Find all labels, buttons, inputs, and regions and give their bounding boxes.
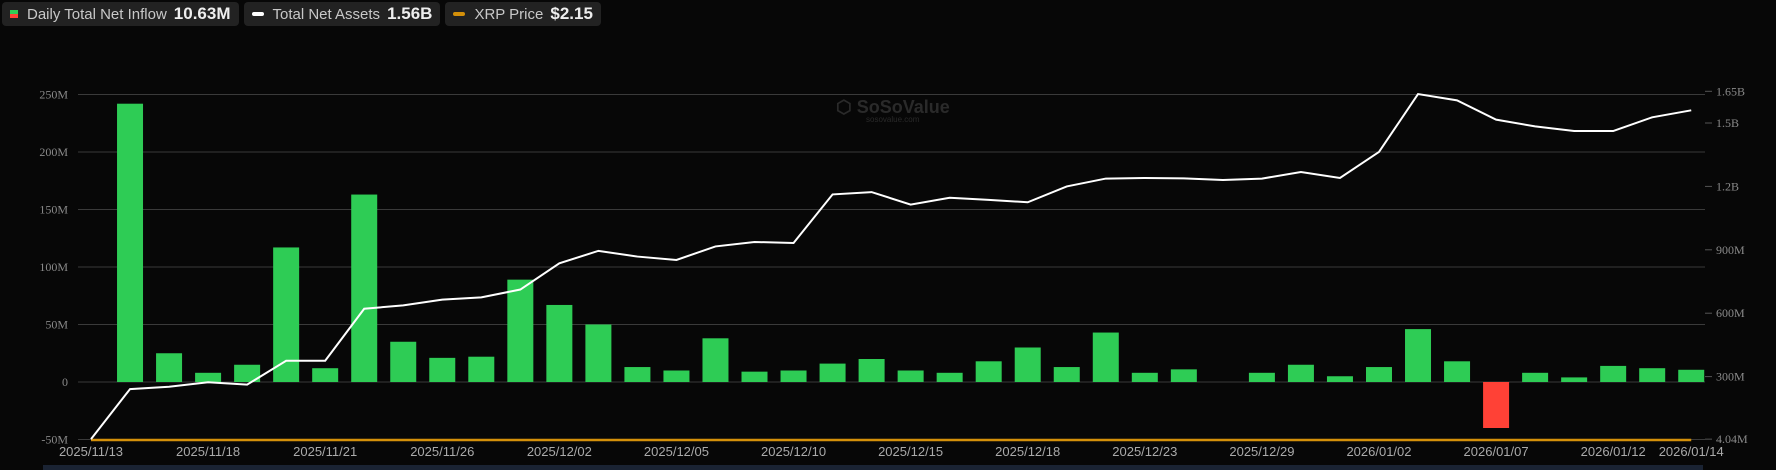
inflow-bar-2026/01/05 [1405,329,1432,382]
inflow-bar-2025/12/19 [1053,367,1080,382]
legend-assets[interactable]: Total Net Assets 1.56B [243,2,441,26]
inflow-bar-2026/01/02 [1365,367,1392,382]
x-tick-label: 2025/12/18 [995,444,1060,459]
legend-inflow[interactable]: Daily Total Net Inflow 10.63M [2,2,239,26]
inflow-bar-2025/12/22 [1092,332,1119,382]
inflow-bar-2025/12/03 [585,324,612,382]
inflow-bar-2025/11/17 [156,353,183,382]
inflow-bar-2025/11/18 [195,372,222,382]
bar-swatch-icon [10,10,18,18]
inflow-bar-2025/12/31 [1326,376,1353,382]
price-swatch-icon [453,12,466,16]
inflow-bar-2025/12/11 [819,363,846,382]
x-tick-label: 2025/11/18 [176,444,240,459]
range-slider[interactable] [43,465,1703,470]
inflow-bar-2025/12/17 [975,361,1002,382]
inflow-bar-2026/01/12 [1600,365,1627,382]
inflow-bar-2025/11/19 [234,364,261,382]
inflow-bar-2025/12/24 [1170,369,1197,382]
inflow-bar-2025/12/15 [897,370,924,382]
inflow-bar-2026/01/13 [1639,368,1666,382]
inflow-bar-2025/12/02 [546,304,573,382]
inflow-bar-2025/11/21 [312,368,339,382]
inflow-bar-2025/12/30 [1287,364,1314,382]
x-tick-label: 2026/01/12 [1581,444,1646,459]
inflow-bar-2025/11/14 [117,103,144,382]
inflow-bar-2025/12/04 [624,367,651,382]
right-tick-label: 300M [1716,370,1745,384]
inflow-bar-2025/12/29 [1248,372,1275,382]
inflow-bar-2025/12/09 [741,371,768,382]
right-tick-label: 1.2B [1716,179,1739,193]
left-tick-label: 250M [39,88,68,102]
inflow-bar-2026/01/08 [1522,372,1549,382]
inflow-bar-2025/12/12 [858,359,885,382]
right-tick-label: 900M [1716,243,1745,257]
line-swatch-icon [251,12,264,16]
inflow-bar-2025/11/28 [468,356,495,382]
left-tick-label: 100M [39,260,68,274]
left-tick-label: 50M [45,318,68,332]
legend-assets-label: Total Net Assets [272,5,381,23]
right-tick-label: 600M [1716,306,1745,320]
legend-price-value: $2.15 [550,4,593,23]
inflow-bar-2025/12/05 [663,370,690,382]
inflow-bar-2025/12/10 [780,370,807,382]
x-tick-label: 2025/12/29 [1229,444,1294,459]
legend-price[interactable]: XRP Price $2.15 [445,2,601,26]
total-net-assets-line [90,92,1692,440]
watermark-brand: SoSoValue [856,97,950,117]
x-tick-label: 2025/12/02 [527,444,592,459]
inflow-bar-2026/01/07 [1483,382,1510,428]
legend-inflow-value: 10.63M [173,4,231,23]
watermark-url: sosovalue.com [866,115,920,124]
inflow-bar-2026/01/06 [1444,361,1471,382]
watermark-logo-icon: ⬡ [836,97,857,117]
left-tick-label: -50M [41,433,68,447]
inflow-bar-2025/12/16 [936,372,963,382]
x-tick-label: 2026/01/07 [1464,444,1529,459]
x-tick-label: 2025/11/26 [410,444,474,459]
x-tick-label: 2025/12/23 [1112,444,1177,459]
x-tick-label: 2026/01/14 [1659,444,1724,459]
legend: Daily Total Net Inflow 10.63M Total Net … [2,2,601,26]
inflow-bar-2025/12/08 [702,338,729,382]
inflow-bar-2025/12/23 [1131,372,1158,382]
inflow-bar-2025/11/20 [273,247,300,382]
left-tick-label: 200M [39,145,68,159]
x-tick-label: 2026/01/02 [1346,444,1411,459]
x-tick-label: 2025/11/13 [59,444,123,459]
left-tick-label: 0 [62,375,68,389]
x-tick-label: 2025/12/15 [878,444,943,459]
left-tick-label: 150M [39,203,68,217]
x-tick-label: 2025/12/05 [644,444,709,459]
legend-assets-value: 1.56B [387,4,433,23]
right-tick-label: 1.5B [1716,116,1739,130]
legend-price-label: XRP Price [474,5,544,23]
legend-inflow-label: Daily Total Net Inflow [27,5,167,23]
x-tick-label: 2025/12/10 [761,444,826,459]
right-tick-label: 1.65B [1716,84,1745,98]
x-tick-label: 2025/11/21 [293,444,357,459]
inflow-bar-2025/11/26 [429,357,456,382]
inflow-bar-2025/11/24 [351,194,378,382]
right-tick-label: 4.04M [1716,432,1748,446]
inflow-bar-2025/12/18 [1014,347,1041,382]
inflow-bar-2026/01/14 [1678,369,1705,382]
watermark: ⬡ SoSoValue sosovalue.com [836,97,950,124]
inflow-bar-2025/11/25 [390,341,417,382]
inflow-bar-2025/12/01 [507,279,534,382]
inflow-bar-2026/01/09 [1561,377,1588,382]
